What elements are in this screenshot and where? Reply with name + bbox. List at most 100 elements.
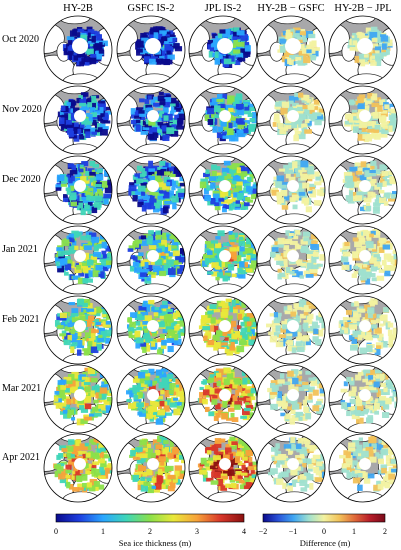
ice-cell	[212, 395, 218, 399]
map-outline	[256, 85, 326, 155]
ice-cell	[364, 35, 369, 39]
ice-cell	[302, 381, 309, 386]
ice-cell	[173, 408, 181, 416]
ice-cell	[178, 445, 185, 449]
ice-cell	[86, 234, 92, 241]
map-panel	[43, 295, 113, 365]
ice-cell	[157, 204, 163, 212]
pole-hole	[359, 389, 371, 401]
ice-cell	[86, 452, 91, 458]
ice-cell	[106, 253, 112, 258]
ice-cell	[302, 231, 311, 237]
ice-cell	[219, 29, 226, 34]
ice-cell	[284, 170, 291, 174]
column-header-hy2b-minus-gsfc: HY-2B − GSFC	[257, 3, 325, 14]
ice-cell	[74, 266, 82, 274]
ice-cell	[246, 405, 254, 410]
ice-cell	[71, 240, 77, 246]
ice-cell	[374, 327, 382, 334]
ice-cell	[370, 26, 378, 33]
ice-cell	[72, 397, 78, 404]
pole-hole	[145, 38, 161, 54]
ice-cell	[134, 321, 141, 326]
ice-cell	[93, 110, 102, 115]
ice-cell	[98, 48, 104, 54]
ice-cell	[365, 271, 372, 276]
ice-cell	[394, 259, 397, 266]
ice-cell	[365, 278, 371, 285]
ice-cell	[71, 371, 79, 379]
map-panel	[116, 15, 186, 85]
ice-cell	[94, 468, 100, 476]
ice-cell	[133, 401, 139, 409]
ice-cell	[147, 271, 156, 275]
ice-cell	[62, 319, 70, 327]
ice-cell	[65, 259, 73, 266]
ice-cell	[128, 331, 133, 338]
ice-cell	[74, 122, 79, 127]
ice-cell	[61, 448, 68, 452]
ice-cell	[230, 412, 235, 418]
ice-cell	[300, 132, 306, 136]
ice-cell	[222, 329, 228, 337]
ice-cell	[58, 473, 66, 480]
ice-cell	[135, 453, 141, 457]
ice-cell	[297, 59, 306, 66]
ice-cell	[368, 375, 374, 380]
ice-cell	[104, 329, 112, 336]
ice-cell	[379, 315, 386, 321]
ice-cell	[63, 339, 71, 346]
map-outline	[116, 364, 186, 434]
ice-cell	[144, 56, 150, 63]
ice-cell	[55, 184, 62, 189]
ice-cell	[206, 271, 214, 275]
ice-cell	[344, 113, 352, 120]
ice-cell	[94, 58, 102, 62]
ice-cell	[93, 336, 101, 344]
ice-cell	[292, 204, 298, 210]
ice-cell	[90, 95, 97, 103]
ice-cell	[205, 169, 210, 175]
ice-cell	[303, 308, 309, 316]
ice-cell	[215, 242, 222, 250]
ice-cell	[150, 477, 157, 483]
ice-cell	[179, 249, 185, 256]
ice-cell	[83, 59, 89, 66]
ice-cell	[84, 442, 89, 447]
ice-cell	[146, 413, 153, 419]
ice-cell	[138, 342, 147, 347]
ice-cell	[270, 393, 276, 399]
ice-cell	[288, 169, 296, 174]
ice-cell	[151, 306, 156, 312]
ice-cell	[250, 188, 257, 195]
ice-cell	[222, 242, 230, 247]
ice-cell	[344, 182, 349, 188]
ice-cell	[203, 315, 208, 319]
ice-cell	[204, 258, 213, 263]
ice-cell	[151, 231, 159, 236]
ice-cell	[70, 313, 79, 317]
ice-cell	[211, 170, 217, 177]
ice-cell	[374, 369, 382, 374]
ice-cell	[214, 388, 222, 394]
ice-cell	[97, 344, 102, 351]
ice-cell	[369, 349, 377, 353]
ice-cell	[62, 44, 69, 51]
ice-cell	[373, 402, 380, 410]
ice-cell	[240, 204, 249, 210]
ice-cell	[81, 376, 88, 380]
ice-cell	[307, 170, 315, 175]
ice-cell	[253, 184, 257, 188]
ice-cell	[66, 36, 75, 41]
ice-cell	[208, 246, 215, 252]
row-label-feb-2021: Feb 2021	[2, 314, 40, 325]
ice-cell	[169, 173, 176, 177]
ice-cell	[227, 164, 234, 171]
ice-cell	[73, 107, 80, 113]
ice-cell	[234, 400, 243, 406]
ice-cell	[74, 174, 80, 182]
ice-cell	[138, 315, 147, 320]
ice-cell	[228, 122, 233, 129]
ice-cell	[174, 121, 179, 126]
ice-cell	[159, 160, 166, 166]
